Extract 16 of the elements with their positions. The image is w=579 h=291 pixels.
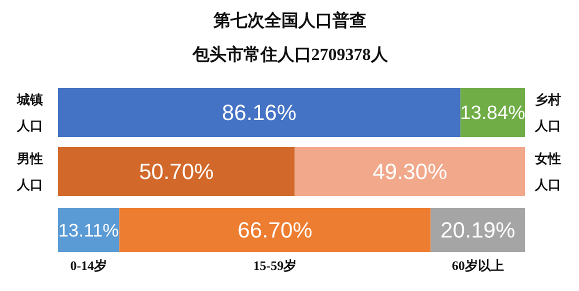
series-label: 城镇人口 bbox=[16, 92, 43, 133]
series-label: 女性人口 bbox=[534, 151, 561, 192]
chart-subtitle: 包头市常住人口2709378人 bbox=[191, 45, 389, 64]
series-label: 15-59岁 bbox=[253, 258, 297, 273]
series-label: 乡村人口 bbox=[534, 92, 561, 133]
data-label: 13.11% bbox=[58, 220, 119, 240]
data-label: 13.84% bbox=[460, 103, 526, 124]
series-label: 0-14岁 bbox=[70, 258, 108, 273]
data-label: 49.30% bbox=[372, 159, 448, 184]
data-label: 20.19% bbox=[440, 218, 516, 243]
data-label: 50.70% bbox=[139, 159, 214, 184]
series-label: 60岁以上 bbox=[452, 258, 504, 273]
series-label: 男性人口 bbox=[16, 151, 43, 192]
chart-title: 第七次全国人口普查 bbox=[212, 10, 366, 30]
data-label: 66.70% bbox=[238, 218, 312, 243]
data-label: 86.16% bbox=[222, 100, 296, 126]
